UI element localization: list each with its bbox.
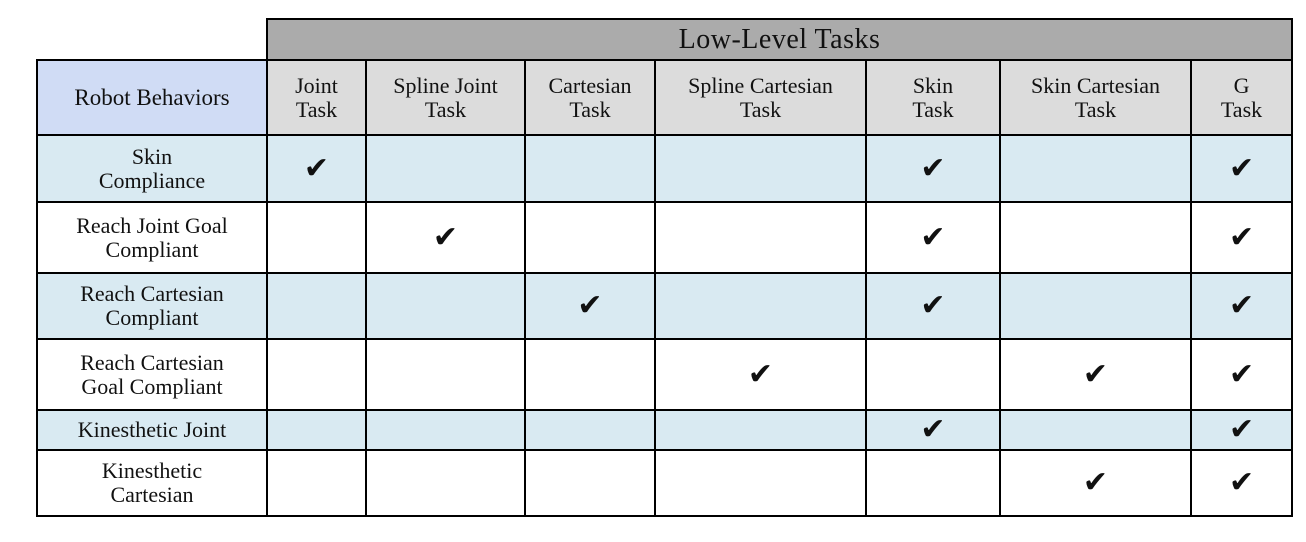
check-cell bbox=[266, 201, 367, 274]
check-cell: ✔ bbox=[865, 134, 1001, 203]
check-cell: ✔ bbox=[654, 338, 867, 411]
check-cell: ✔ bbox=[999, 449, 1192, 517]
page: Low-Level Tasks Robot Behaviors Joint Ta… bbox=[0, 18, 1306, 542]
row-label-skin-compliance: Skin Compliance bbox=[36, 134, 268, 203]
column-header-cartesian-task: Cartesian Task bbox=[524, 59, 656, 136]
check-cell: ✔ bbox=[1189, 409, 1294, 451]
check-cell bbox=[524, 449, 656, 517]
check-cell bbox=[365, 134, 526, 203]
column-header-skin-task: Skin Task bbox=[865, 59, 1001, 136]
column-header-spline-joint-task: Spline Joint Task bbox=[365, 59, 526, 136]
check-cell bbox=[999, 409, 1192, 451]
row-label-kinesthetic-cartesian: Kinesthetic Cartesian bbox=[36, 449, 268, 517]
column-header-skin-cartesian-task: Skin Cartesian Task bbox=[999, 59, 1192, 136]
check-cell bbox=[654, 134, 867, 203]
behavior-task-matrix: Low-Level Tasks Robot Behaviors Joint Ta… bbox=[36, 18, 1294, 517]
check-cell: ✔ bbox=[1189, 201, 1294, 274]
check-cell: ✔ bbox=[865, 409, 1001, 451]
check-cell bbox=[266, 409, 367, 451]
table-row-kinesthetic-joint: Kinesthetic Joint ✔ ✔ bbox=[36, 409, 1294, 451]
blank-corner bbox=[37, 19, 267, 60]
check-cell bbox=[524, 409, 656, 451]
row-label-reach-cartesian-goal-compliant: Reach Cartesian Goal Compliant bbox=[36, 338, 268, 411]
table-row-skin-compliance: Skin Compliance ✔ ✔ ✔ bbox=[36, 134, 1294, 203]
check-cell bbox=[365, 409, 526, 451]
check-cell bbox=[266, 272, 367, 340]
check-cell bbox=[654, 201, 867, 274]
column-header-g-task: G Task bbox=[1189, 59, 1294, 136]
check-cell bbox=[365, 449, 526, 517]
check-cell bbox=[999, 201, 1192, 274]
check-cell bbox=[654, 449, 867, 517]
check-cell bbox=[266, 338, 367, 411]
check-cell bbox=[654, 409, 867, 451]
table-row-reach-cartesian-compliant: Reach Cartesian Compliant ✔ ✔ ✔ bbox=[36, 272, 1294, 340]
check-cell: ✔ bbox=[365, 201, 526, 274]
group-header-row: Low-Level Tasks bbox=[37, 18, 1294, 61]
check-cell bbox=[865, 449, 1001, 517]
check-cell: ✔ bbox=[1189, 272, 1294, 340]
table-row-reach-joint-goal-compliant: Reach Joint Goal Compliant ✔ ✔ ✔ bbox=[36, 201, 1294, 274]
check-cell: ✔ bbox=[999, 338, 1192, 411]
check-cell bbox=[999, 272, 1192, 340]
check-cell bbox=[365, 272, 526, 340]
check-cell: ✔ bbox=[1189, 134, 1294, 203]
group-header-low-level-tasks: Low-Level Tasks bbox=[265, 18, 1294, 61]
row-label-kinesthetic-joint: Kinesthetic Joint bbox=[36, 409, 268, 451]
table-row-reach-cartesian-goal-compliant: Reach Cartesian Goal Compliant ✔ ✔ ✔ bbox=[36, 338, 1294, 411]
table-row-kinesthetic-cartesian: Kinesthetic Cartesian ✔ ✔ bbox=[36, 449, 1294, 517]
check-cell bbox=[865, 338, 1001, 411]
check-cell bbox=[365, 338, 526, 411]
check-cell bbox=[524, 338, 656, 411]
check-cell bbox=[524, 201, 656, 274]
check-cell: ✔ bbox=[266, 134, 367, 203]
check-cell: ✔ bbox=[865, 201, 1001, 274]
row-label-reach-joint-goal-compliant: Reach Joint Goal Compliant bbox=[36, 201, 268, 274]
column-header-spline-cartesian-task: Spline Cartesian Task bbox=[654, 59, 867, 136]
row-label-reach-cartesian-compliant: Reach Cartesian Compliant bbox=[36, 272, 268, 340]
check-cell: ✔ bbox=[1189, 449, 1294, 517]
check-cell: ✔ bbox=[524, 272, 656, 340]
check-cell: ✔ bbox=[865, 272, 1001, 340]
column-header-joint-task: Joint Task bbox=[266, 59, 367, 136]
corner-header-robot-behaviors: Robot Behaviors bbox=[36, 59, 268, 136]
check-cell bbox=[266, 449, 367, 517]
check-cell: ✔ bbox=[1189, 338, 1294, 411]
check-cell bbox=[654, 272, 867, 340]
check-cell bbox=[999, 134, 1192, 203]
column-header-row: Robot Behaviors Joint Task Spline Joint … bbox=[36, 59, 1294, 136]
check-cell bbox=[524, 134, 656, 203]
